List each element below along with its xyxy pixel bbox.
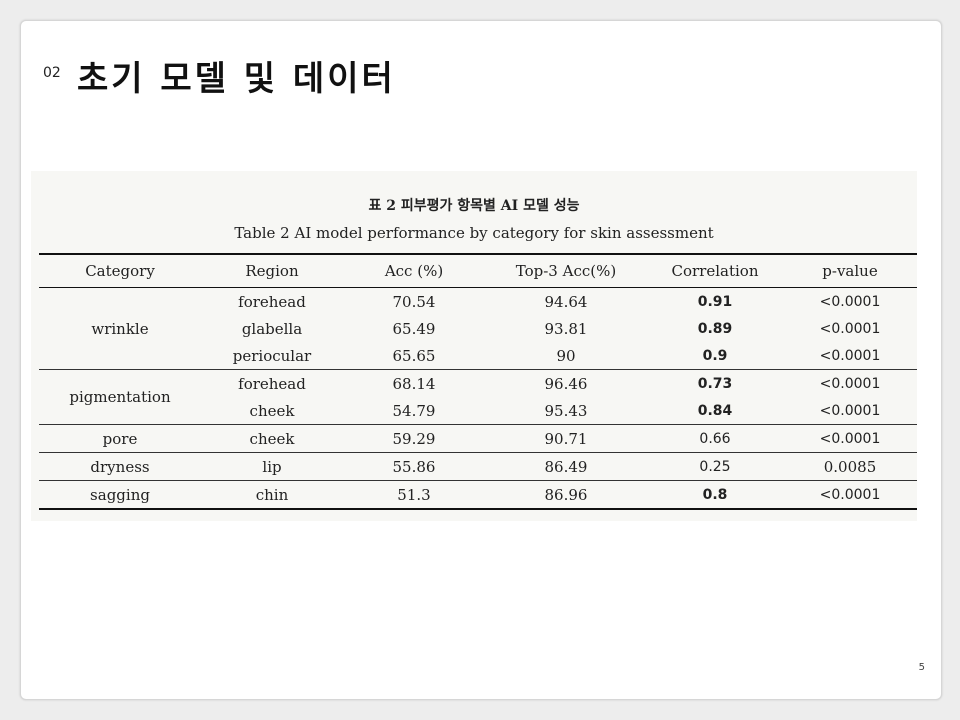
correlation-cell: 0.8 [647,480,783,510]
p-value-cell: <0.0001 [819,320,881,337]
acc-cell: 51.3 [343,480,485,510]
correlation-cell: 0.73 [697,375,733,392]
p-value-cell: <0.0001 [783,480,917,510]
region-cell: chin [201,480,343,510]
performance-table: Category Region Acc (%) Top-3 Acc(%) Cor… [39,253,917,510]
category-cell: pore [39,424,201,453]
table-row: pigmentation forehead 68.14 96.46 0.73 <… [39,369,917,425]
top3-cell: 96.46 [544,374,588,393]
page-number: 5 [918,662,925,673]
table-row: cheek 54.79 95.43 0.84 <0.0001 [39,397,917,425]
acc-cell: 65.49 [392,319,436,338]
table-caption-ko: 표 2 피부평가 항목별 AI 모델 성능 [368,198,580,214]
correlation-cell: 0.9 [647,342,783,370]
region-cell: forehead [238,374,306,393]
category-cell: dryness [39,452,201,481]
acc-cell: 68.14 [392,374,436,393]
region-cell: periocular [201,342,343,370]
correlation-cell: 0.89 [697,320,733,337]
header-region: Region [245,262,299,280]
header-top3-acc: Top-3 Acc(%) [515,262,617,280]
header-acc: Acc (%) [384,262,444,280]
category-cell: sagging [39,480,201,510]
page-title: 초기 모델 및 데이터 [77,59,396,99]
p-value-cell: <0.0001 [783,424,917,453]
p-value-cell: <0.0001 [819,293,881,310]
p-value-cell: <0.0001 [819,375,881,392]
p-value-cell: 0.0085 [783,452,917,481]
table-row: dryness lip 55.86 86.49 0.25 0.0085 [39,452,917,481]
region-cell: forehead [238,292,306,311]
table-figure: 표 2 피부평가 항목별 AI 모델 성능 Table 2 AI model p… [31,171,917,521]
top3-cell: 94.64 [544,292,588,311]
p-value-cell: <0.0001 [783,397,917,425]
table-row: wrinkle forehead 70.54 94.64 0.91 <0.000… [39,287,917,370]
top3-cell: 86.49 [485,452,647,481]
correlation-cell: 0.84 [647,397,783,425]
table-header-row: Category Region Acc (%) Top-3 Acc(%) Cor… [39,254,917,288]
correlation-cell: 0.91 [697,293,733,310]
top3-cell: 86.96 [485,480,647,510]
top3-cell: 90.71 [485,424,647,453]
acc-cell: 55.86 [343,452,485,481]
header-p-value: p-value [822,262,878,280]
category-cell: wrinkle [39,287,201,370]
table-row: pore cheek 59.29 90.71 0.66 <0.0001 [39,424,917,453]
p-value-cell: <0.0001 [783,342,917,370]
correlation-cell: 0.25 [647,452,783,481]
table-row: periocular 65.65 90 0.9 <0.0001 [39,342,917,370]
slide: 02 초기 모델 및 데이터 표 2 피부평가 항목별 AI 모델 성능 Tab… [20,20,942,700]
header-category: Category [85,262,155,280]
acc-cell: 70.54 [392,292,436,311]
table-caption-en: Table 2 AI model performance by category… [234,224,714,242]
region-cell: glabella [241,319,303,338]
top3-cell: 90 [485,342,647,370]
table-row: sagging chin 51.3 86.96 0.8 <0.0001 [39,480,917,510]
header-correlation: Correlation [671,262,759,280]
region-cell: cheek [201,424,343,453]
acc-cell: 65.65 [343,342,485,370]
section-number: 02 [43,65,61,81]
correlation-cell: 0.66 [647,424,783,453]
region-cell: lip [201,452,343,481]
acc-cell: 59.29 [343,424,485,453]
table-row: glabella 65.49 93.81 0.89 <0.0001 [39,315,917,342]
category-cell: pigmentation [39,369,201,425]
top3-cell: 95.43 [485,397,647,425]
top3-cell: 93.81 [544,319,588,338]
acc-cell: 54.79 [343,397,485,425]
region-cell: cheek [201,397,343,425]
